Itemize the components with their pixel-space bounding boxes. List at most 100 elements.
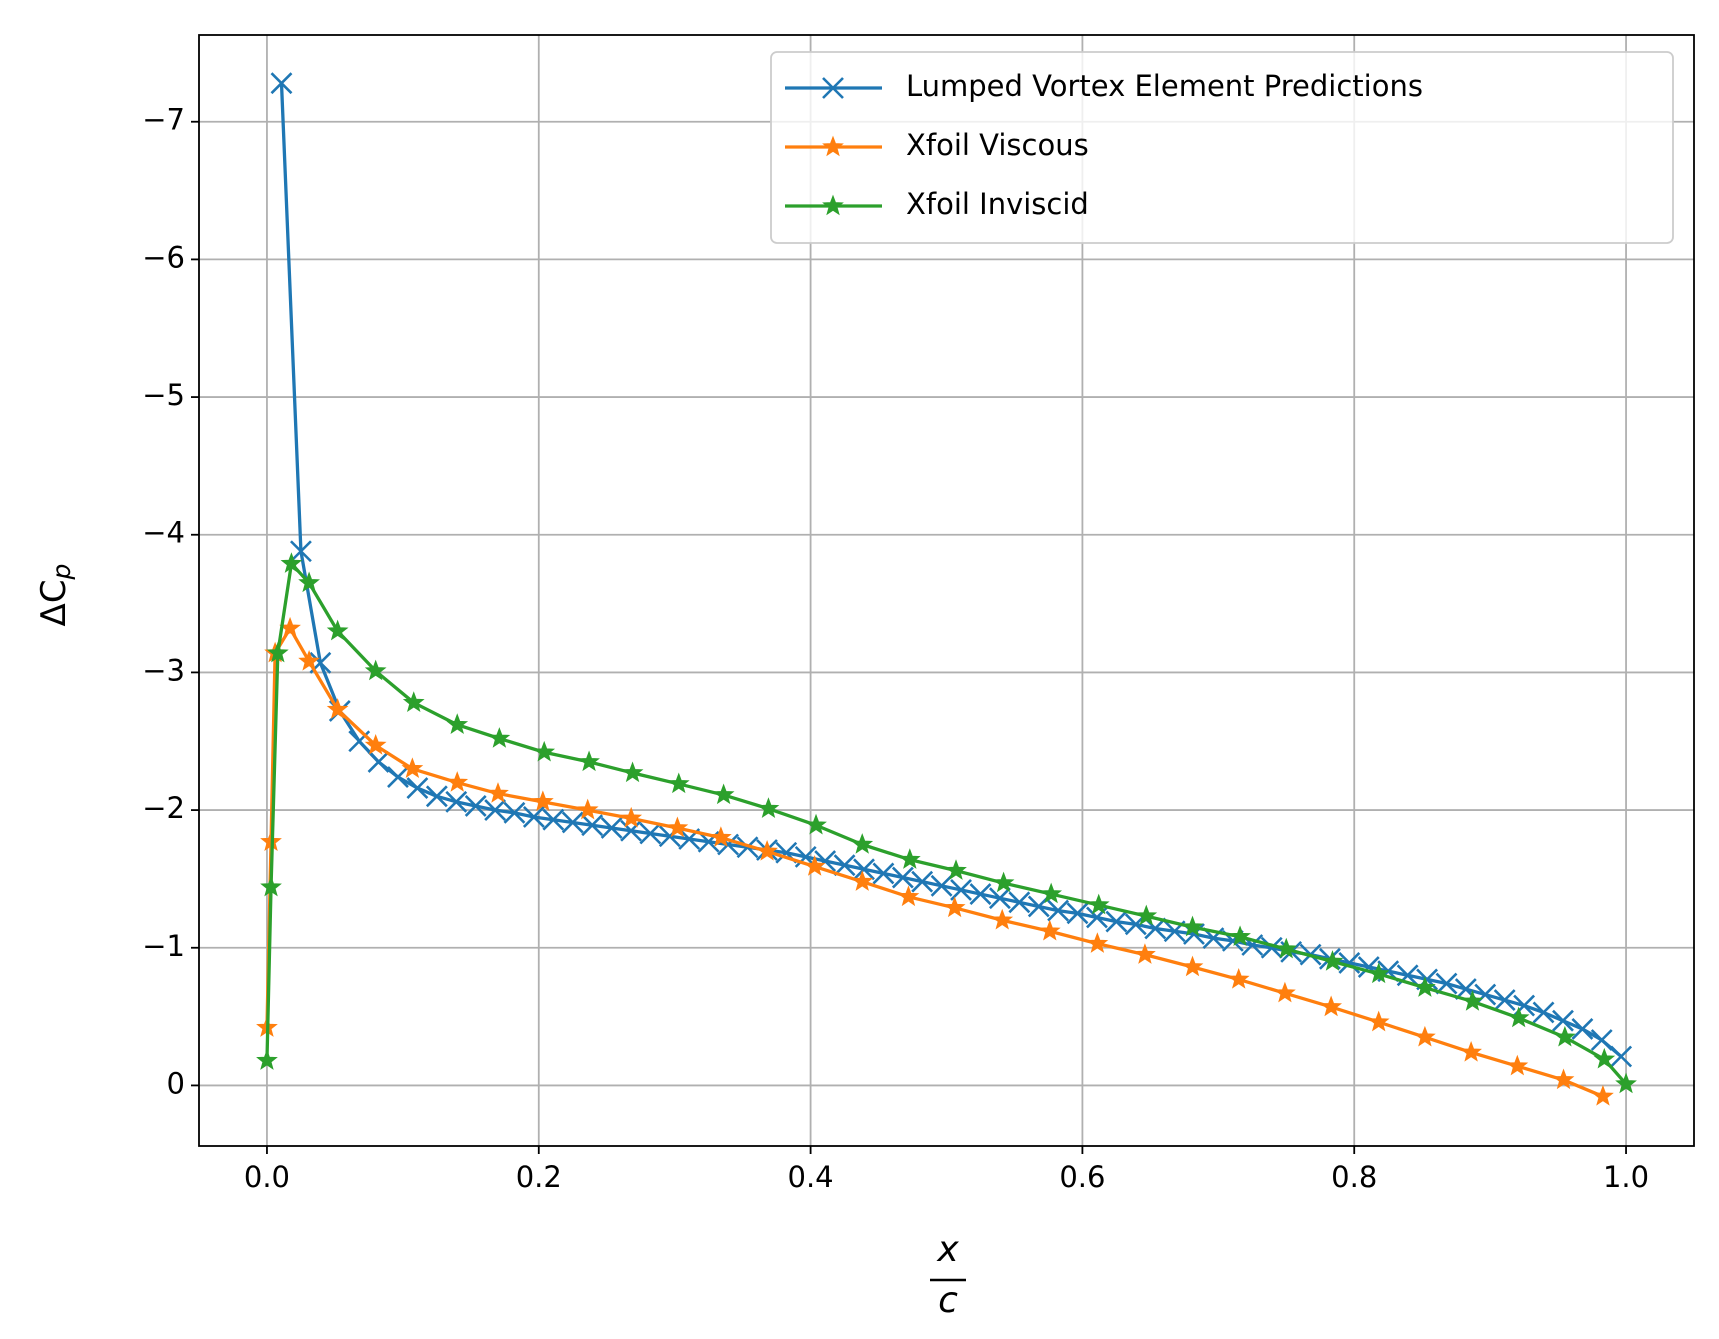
- data-point: [1320, 995, 1342, 1017]
- data-point: [756, 839, 778, 861]
- series-line: [279, 83, 1623, 1058]
- data-point: [1229, 925, 1251, 946]
- data-point: [503, 801, 526, 824]
- data-point: [851, 833, 874, 854]
- data-point: [1105, 910, 1128, 933]
- data-point: [853, 858, 875, 881]
- data-point: [667, 772, 690, 794]
- data-point: [578, 750, 600, 772]
- data-point: [406, 777, 429, 799]
- data-point: [992, 871, 1015, 893]
- data-point: [298, 571, 320, 593]
- data-point: [950, 879, 972, 901]
- plot: [256, 72, 1637, 1106]
- data-point: [1274, 981, 1296, 1003]
- data-point: [364, 659, 387, 681]
- data-point: [1554, 1025, 1576, 1047]
- data-point: [464, 795, 487, 817]
- data-point: [1086, 932, 1109, 953]
- y-tick-label: −5: [142, 378, 185, 412]
- legend-label: Xfoil Viscous: [906, 128, 1089, 162]
- data-point: [326, 698, 349, 719]
- data-point: [710, 826, 732, 847]
- legend-marker: [822, 77, 844, 99]
- data-point: [266, 641, 289, 663]
- data-point: [280, 552, 303, 573]
- data-point: [851, 870, 874, 891]
- data-point: [988, 887, 1011, 910]
- data-point: [561, 811, 584, 834]
- data-point: [805, 813, 827, 835]
- data-point: [488, 727, 511, 748]
- data-point: [326, 619, 349, 641]
- data-point: [620, 806, 643, 828]
- x-tick-label: 0.2: [516, 1160, 562, 1194]
- data-point: [621, 761, 644, 783]
- data-point: [1066, 902, 1089, 925]
- data-point: [1507, 1006, 1530, 1028]
- data-point: [930, 874, 953, 897]
- data-point: [620, 819, 642, 842]
- x-tick-label: 0.6: [1059, 1160, 1105, 1194]
- data-point: [1590, 1029, 1613, 1051]
- y-tick-label: −1: [142, 929, 185, 963]
- data-point: [531, 790, 554, 812]
- legend-marker: [822, 194, 844, 216]
- data-point: [256, 1049, 278, 1070]
- data-point: [387, 766, 409, 788]
- y-label-base: ΔC: [34, 579, 74, 626]
- data-point: [1435, 972, 1458, 995]
- data-point: [1506, 1054, 1529, 1076]
- data-point: [872, 862, 895, 885]
- y-label: ΔCp: [34, 564, 77, 627]
- data-point: [1414, 976, 1436, 997]
- axes-frame: [198, 34, 1695, 1147]
- data-point: [260, 875, 282, 897]
- data-point: [487, 782, 509, 803]
- data-point: [1367, 962, 1390, 984]
- data-point: [1493, 989, 1516, 1011]
- data-point: [533, 740, 556, 762]
- data-point: [581, 814, 604, 837]
- data-point: [1087, 893, 1110, 915]
- data-point: [446, 713, 469, 734]
- data-point: [402, 691, 425, 712]
- x-tick-label: 0.8: [1331, 1160, 1377, 1194]
- data-point: [1552, 1068, 1575, 1090]
- data-point: [1571, 1018, 1594, 1040]
- data-point: [484, 799, 507, 822]
- data-point: [1134, 943, 1156, 964]
- x-label-numerator: x: [936, 1229, 959, 1270]
- data-point: [891, 866, 914, 889]
- data-point: [943, 896, 966, 918]
- legend: Lumped Vortex Element Predictions Xfoil V…: [770, 51, 1674, 244]
- y-tick-label: −6: [142, 240, 185, 274]
- x-tick-label: 0.0: [244, 1160, 290, 1194]
- data-point: [576, 798, 599, 820]
- data-point: [911, 870, 934, 893]
- data-point: [1592, 1085, 1614, 1106]
- data-point: [1008, 891, 1031, 914]
- data-point: [1461, 990, 1484, 1011]
- y-label-subscript: p: [47, 564, 76, 581]
- y-tick-label: −7: [142, 103, 185, 137]
- data-point: [639, 822, 662, 845]
- data-point: [712, 783, 735, 805]
- data-point: [446, 771, 469, 792]
- data-point: [270, 72, 293, 95]
- data-point: [1275, 937, 1298, 959]
- data-point: [401, 757, 424, 779]
- data-point: [367, 750, 390, 773]
- x-label-denominator: c: [938, 1280, 958, 1321]
- data-point: [1040, 882, 1063, 904]
- data-point: [945, 859, 967, 880]
- data-point: [969, 883, 992, 905]
- data-point: [1414, 1025, 1436, 1047]
- data-point: [1038, 919, 1061, 941]
- legend-label: Xfoil Inviscid: [906, 187, 1089, 221]
- data-point: [425, 785, 448, 808]
- data-point: [1460, 1040, 1482, 1062]
- data-point: [833, 854, 856, 877]
- data-point: [1047, 899, 1069, 922]
